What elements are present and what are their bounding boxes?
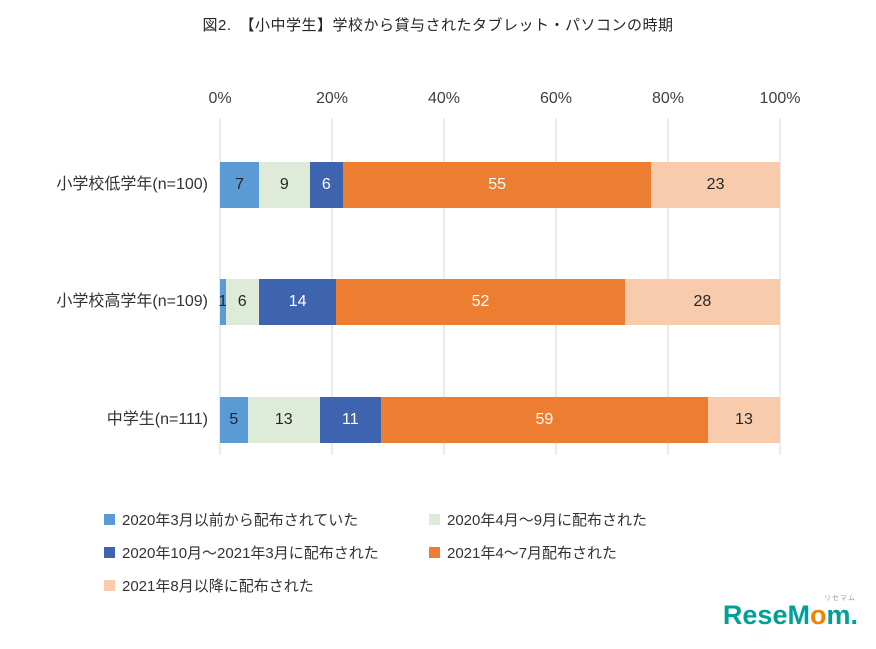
bar-segment: 23 (651, 162, 780, 208)
bar-segment: 59 (380, 397, 708, 443)
bar-rows: 小学校低学年(n=100) 7 9 6 55 23 小学校高学年(n=109) 1 6 14 52 2… (0, 118, 780, 455)
bar-segment: 55 (343, 162, 652, 208)
stacked-bar: 1 6 14 52 28 (218, 279, 780, 325)
legend-label: 2020年3月以前から配布されていた (122, 512, 359, 529)
logo-text-o: o (809, 600, 827, 630)
bar-segment: 13 (707, 397, 780, 443)
x-tick-label: 80% (651, 90, 685, 107)
legend-swatch (104, 547, 115, 558)
bar-segment: 13 (247, 397, 320, 443)
stacked-bar: 5 13 11 59 13 (220, 397, 780, 443)
bar-segment: 7 (220, 162, 260, 208)
legend-swatch (429, 547, 440, 558)
bar-segment: 6 (309, 162, 344, 208)
bar-segment: 14 (258, 279, 337, 325)
legend-item: 2021年4〜7月配布された (429, 536, 754, 569)
bar-segment: 6 (225, 279, 259, 325)
category-label: 小学校低学年(n=100) (56, 176, 208, 193)
bar-row: 小学校低学年(n=100) 7 9 6 55 23 (0, 162, 780, 208)
legend-swatch (104, 580, 115, 591)
x-tick-label: 100% (759, 90, 801, 107)
x-tick-label: 0% (208, 90, 232, 107)
x-axis-tick-labels: 0% 20% 40% 60% 80% 100% (208, 90, 800, 110)
stacked-bar: 7 9 6 55 23 (220, 162, 780, 208)
bar-segment: 1 (218, 279, 227, 325)
logo-text-m2: m (826, 600, 851, 630)
legend-item: 2020年3月以前から配布されていた (104, 503, 429, 536)
bar-segment: 28 (624, 279, 780, 325)
legend-label: 2020年10月〜2021年3月に配布された (122, 545, 379, 562)
bar-segment: 52 (336, 279, 625, 325)
legend-item: 2020年10月〜2021年3月に配布された (104, 536, 429, 569)
x-tick-label: 20% (315, 90, 349, 107)
chart-title: 図2. 【小中学生】学校から貸与されたタブレット・パソコンの時期 (202, 17, 674, 34)
legend-label: 2021年8月以降に配布された (122, 578, 314, 595)
legend-label: 2020年4月〜9月に配布された (447, 512, 648, 529)
gridline (779, 118, 781, 455)
legend-swatch (104, 514, 115, 525)
logo-period: . (850, 600, 858, 630)
bar-segment: 5 (220, 397, 248, 443)
x-tick-label: 60% (539, 90, 573, 107)
category-label: 中学生(n=111) (106, 411, 208, 428)
legend-item: 2021年8月以降に配布された (104, 569, 429, 602)
category-label: 小学校高学年(n=109) (56, 293, 208, 310)
legend: 2020年3月以前から配布されていた 2020年4月〜9月に配布された 2020年1… (104, 503, 804, 602)
logo-furigana: リセマム (824, 595, 856, 602)
legend-item: 2020年4月〜9月に配布された (429, 503, 754, 536)
bar-row: 小学校高学年(n=109) 1 6 14 52 28 (0, 279, 780, 325)
legend-label: 2021年4〜7月配布された (447, 545, 618, 562)
bar-row: 中学生(n=111) 5 13 11 59 13 (0, 397, 780, 443)
legend-swatch (429, 514, 440, 525)
bar-segment: 11 (319, 397, 381, 443)
x-tick-label: 40% (427, 90, 461, 107)
logo-text-rese: Rese (722, 600, 788, 630)
logo-text-m: M (787, 600, 810, 630)
bar-segment: 9 (259, 162, 310, 208)
resemom-logo: リセマム ReseMom. (722, 595, 858, 631)
